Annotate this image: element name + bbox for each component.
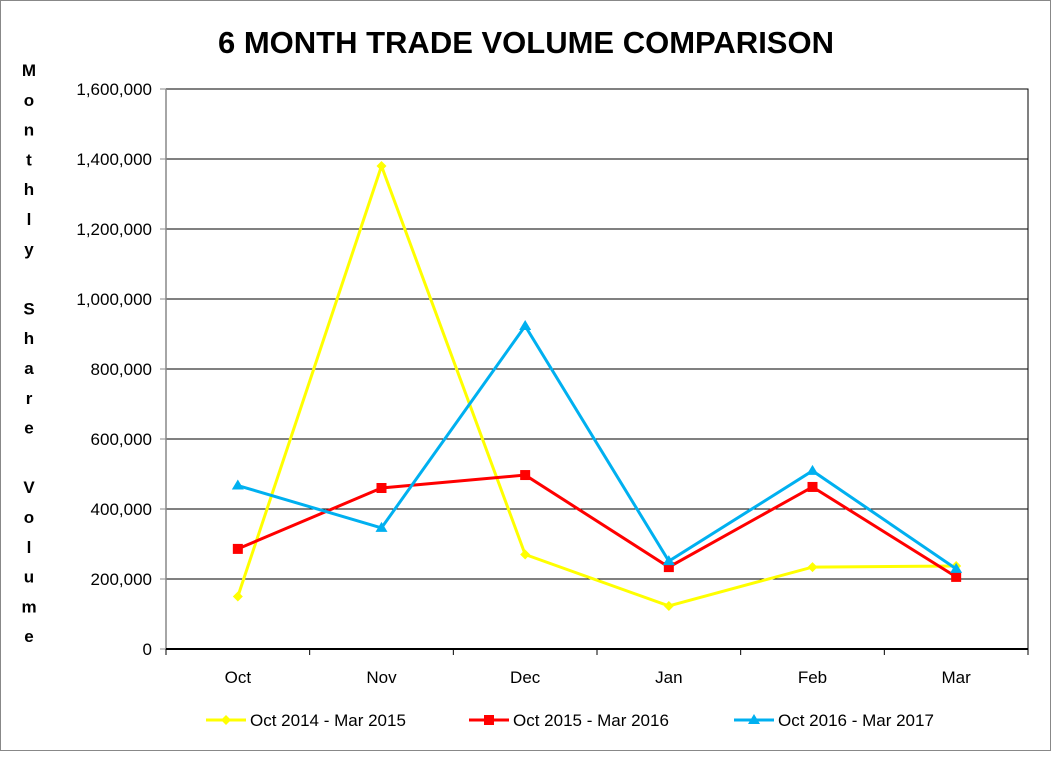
y-tick-label: 0 xyxy=(143,640,152,659)
y-tick-label: 400,000 xyxy=(91,500,152,519)
x-tick-label: Dec xyxy=(510,668,541,687)
diamond-marker xyxy=(376,161,387,171)
triangle-marker xyxy=(231,479,244,490)
series-3 xyxy=(231,319,963,573)
triangle-marker xyxy=(748,714,760,724)
y-tick-label: 600,000 xyxy=(91,430,152,449)
y-axis-label-letter: e xyxy=(24,419,33,438)
legend-item: Oct 2016 - Mar 2017 xyxy=(734,711,934,730)
series-2 xyxy=(232,470,962,582)
chart-title: 6 MONTH TRADE VOLUME COMPARISON xyxy=(218,25,834,60)
diamond-marker xyxy=(221,715,231,725)
y-axis-label-letter: S xyxy=(23,299,34,318)
y-tick-label: 1,000,000 xyxy=(76,290,152,309)
legend-label: Oct 2016 - Mar 2017 xyxy=(778,711,934,730)
series-1 xyxy=(232,161,962,611)
square-marker xyxy=(951,571,962,582)
y-tick-label: 1,200,000 xyxy=(76,220,152,239)
square-marker xyxy=(807,481,818,492)
y-axis-label-letter: r xyxy=(26,389,33,408)
x-tick-label: Mar xyxy=(942,668,972,687)
x-tick-label: Nov xyxy=(366,668,397,687)
triangle-marker xyxy=(950,562,963,573)
y-axis-label-letter: o xyxy=(24,91,34,110)
y-tick-label: 800,000 xyxy=(91,360,152,379)
y-axis-label-letter: t xyxy=(26,150,32,169)
x-tick-label: Oct xyxy=(225,668,252,687)
triangle-marker xyxy=(519,319,532,330)
series-line xyxy=(237,473,957,579)
series-line xyxy=(236,161,957,608)
square-marker xyxy=(663,562,674,573)
series-group xyxy=(231,161,963,611)
square-marker xyxy=(232,543,243,554)
y-tick-label: 1,600,000 xyxy=(76,80,152,99)
diamond-marker xyxy=(807,562,818,573)
y-axis-label-letter: h xyxy=(24,329,34,348)
x-tick-label: Feb xyxy=(798,668,827,687)
diamond-marker xyxy=(232,591,243,602)
diamond-marker xyxy=(520,549,531,560)
y-axis-label-letter: m xyxy=(21,597,36,616)
axes: 0 200,000 400,000 600,000 800,000 1,000,000 1,… xyxy=(76,80,1029,687)
y-axis-label-letter: h xyxy=(24,180,34,199)
triangle-marker xyxy=(806,464,819,475)
square-marker xyxy=(520,470,531,481)
y-axis-label-letter: e xyxy=(24,627,33,646)
y-axis-label-letter: y xyxy=(24,240,34,259)
y-axis-label-letter: n xyxy=(24,121,34,140)
legend-label: Oct 2014 - Mar 2015 xyxy=(250,711,406,730)
y-axis-label-letter: u xyxy=(24,568,34,587)
legend-item: Oct 2014 - Mar 2015 xyxy=(206,711,406,730)
y-axis-label-letter: V xyxy=(23,478,35,497)
legend-label: Oct 2015 - Mar 2016 xyxy=(513,711,669,730)
legend: Oct 2014 - Mar 2015 Oct 2015 - Mar 2016 Oc… xyxy=(206,711,934,730)
y-axis-label-letter: l xyxy=(27,538,32,557)
series-line xyxy=(237,323,958,571)
y-tick-label: 200,000 xyxy=(91,570,152,589)
y-axis-label-letter: l xyxy=(27,210,32,229)
x-tick-label: Jan xyxy=(655,668,682,687)
square-marker xyxy=(376,483,387,493)
triangle-marker xyxy=(662,555,675,566)
triangle-marker xyxy=(375,521,388,532)
y-tick-label: 1,400,000 xyxy=(76,150,152,169)
y-axis-label-letter: M xyxy=(22,61,36,80)
y-axis-label-letter: a xyxy=(24,359,34,378)
y-axis-label-letter: o xyxy=(24,508,34,527)
diamond-marker xyxy=(663,600,674,611)
square-marker xyxy=(484,715,494,725)
legend-item: Oct 2015 - Mar 2016 xyxy=(469,711,669,730)
